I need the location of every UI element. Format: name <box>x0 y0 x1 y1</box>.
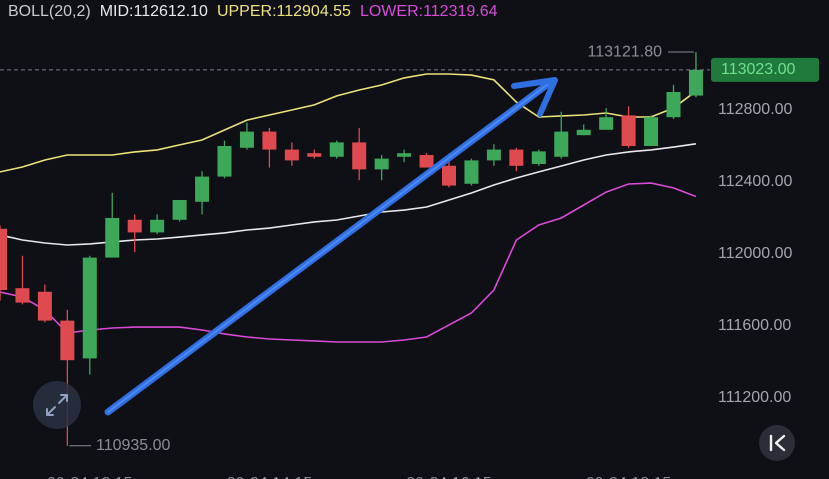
candle-body <box>509 149 524 166</box>
high-marker-label: 113121.80 <box>588 43 663 60</box>
candle-body <box>239 131 254 148</box>
candle-body <box>531 151 546 164</box>
candle-body <box>554 131 569 157</box>
expand-button[interactable] <box>33 381 81 429</box>
arrow-head <box>511 77 558 117</box>
legend-entry: UPPER:112904.55 <box>217 3 351 20</box>
x-tick-label: 09-24 14:15 <box>227 475 313 479</box>
legend-entry: MID:112612.10 <box>100 3 208 20</box>
candle-body <box>329 142 344 157</box>
candle-body <box>307 153 322 157</box>
x-tick-label: 09-24 16:15 <box>406 475 492 479</box>
candle-body <box>644 117 659 146</box>
candle-body <box>464 160 479 184</box>
candle-body <box>150 219 165 233</box>
band-line <box>0 182 697 343</box>
expand-circle[interactable] <box>33 381 81 429</box>
jump-latest-button[interactable] <box>759 425 795 461</box>
last-price-box <box>711 57 819 82</box>
y-tick-label: 112800.00 <box>718 101 793 118</box>
candle-body <box>576 129 591 136</box>
y-tick-label: 112000.00 <box>718 245 793 262</box>
candle-body <box>666 91 681 118</box>
candle-body <box>127 219 142 233</box>
candle-body <box>621 115 636 146</box>
candle-body <box>419 154 434 168</box>
candle-body <box>374 158 389 170</box>
candle-body <box>486 149 501 161</box>
candle-body <box>599 117 614 130</box>
candle-body <box>284 149 299 161</box>
y-tick-label: 111600.00 <box>718 317 791 334</box>
candle-body <box>397 153 412 157</box>
candle-body <box>688 69 703 96</box>
candle-body <box>172 199 187 220</box>
arrow-highlight <box>107 83 549 413</box>
candle-body <box>262 131 277 150</box>
x-tick-label: 09-24 12:15 <box>47 475 133 479</box>
indicator-label: BOLL(20,2) <box>8 3 91 20</box>
candle-body <box>37 291 52 321</box>
candle-body <box>105 217 120 258</box>
candle-body <box>60 320 75 361</box>
trend-arrow <box>104 77 558 416</box>
candle-body <box>442 165 456 186</box>
candle-body <box>195 176 210 202</box>
candle-body <box>352 142 367 170</box>
candle-body <box>0 228 7 290</box>
jump-glyph[interactable] <box>769 434 786 452</box>
y-tick-label: 112400.00 <box>718 173 793 190</box>
y-tick-label: 111200.00 <box>718 389 791 406</box>
band-line <box>0 73 697 173</box>
last-price-label: 113023.00 <box>721 61 796 78</box>
plot-area: 111200.00 111600.00 112000.00 112400.00 1128… <box>0 43 819 479</box>
candle-body <box>82 257 97 359</box>
candle-body <box>217 145 232 177</box>
candle-body <box>15 288 30 303</box>
legend-entry: LOWER:112319.64 <box>360 3 498 20</box>
expand-glyph[interactable] <box>46 394 68 416</box>
x-tick-label: 09-24 18:15 <box>586 475 672 479</box>
low-marker-label: 110935.00 <box>96 437 171 454</box>
